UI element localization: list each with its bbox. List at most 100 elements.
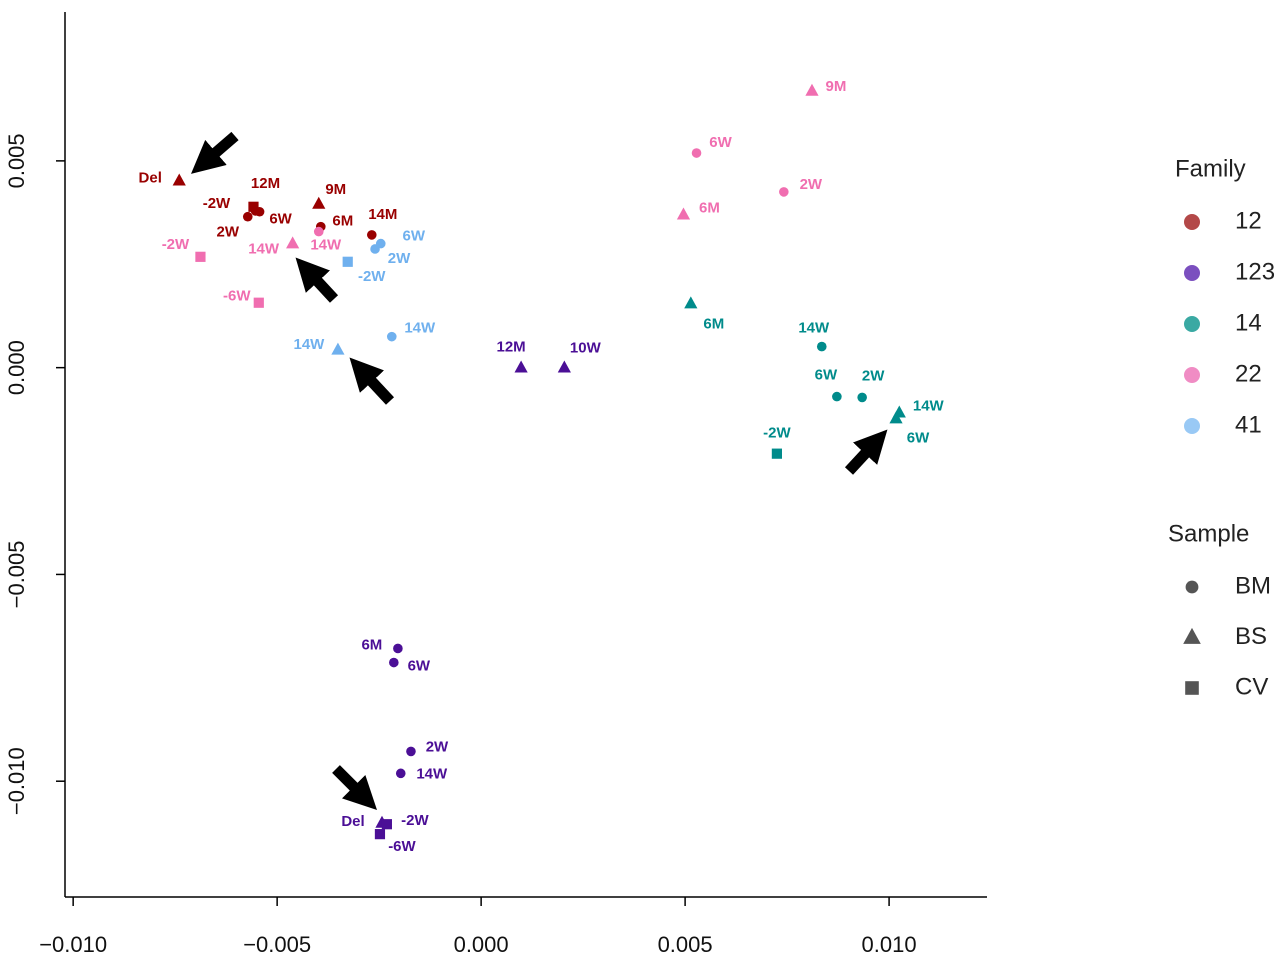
legend-label: BS (1235, 623, 1267, 650)
point-label: 14W (416, 765, 448, 782)
point-circle (254, 206, 265, 217)
x-tick-label: −0.005 (243, 932, 311, 957)
point-label: 12M (251, 175, 280, 192)
point-label: -2W (203, 195, 231, 212)
legend-swatch (1184, 214, 1200, 230)
point-triangle (889, 411, 903, 424)
point-square (342, 256, 353, 267)
y-tick-label: 0.000 (4, 340, 29, 395)
point-circle (406, 746, 416, 757)
point-label: Del (139, 170, 162, 187)
point-triangle (805, 83, 819, 96)
legend-swatch (1184, 418, 1200, 434)
x-tick-label: −0.010 (39, 932, 107, 957)
point-label: 14W (404, 320, 436, 337)
legend-swatch (1184, 367, 1200, 383)
point-label: 6M (699, 200, 720, 217)
legend-swatch (1185, 580, 1199, 594)
point-label: 6M (332, 213, 353, 230)
point-label: 12M (497, 339, 526, 356)
arrow (191, 131, 239, 174)
point-triangle (684, 296, 698, 309)
point-label: 2W (217, 224, 240, 241)
point-square (771, 448, 782, 459)
point-triangle (312, 196, 326, 209)
point-circle (370, 244, 380, 254)
point-label: Del (341, 813, 364, 830)
point-label: 6W (269, 211, 292, 228)
legend-label: 123 (1235, 258, 1275, 285)
point-label: 6W (907, 429, 930, 446)
annotation-arrows (191, 131, 888, 811)
point-triangle (286, 236, 300, 249)
point-label: 6M (703, 316, 724, 333)
point-square (253, 297, 264, 308)
point-triangle (514, 360, 528, 373)
point-label: 2W (862, 367, 885, 384)
point-label: 14W (294, 336, 326, 353)
x-tick-label: 0.005 (658, 932, 713, 957)
point-square (195, 251, 206, 262)
point-circle (313, 226, 324, 237)
point-label: 2W (426, 738, 449, 755)
point-label: 14W (310, 237, 342, 254)
arrow (295, 257, 339, 303)
point-square (381, 819, 392, 830)
point-label: -2W (763, 425, 791, 442)
legend-label: 22 (1235, 360, 1262, 387)
legend-label: 12 (1235, 207, 1262, 234)
point-label: -2W (401, 812, 429, 829)
legend-label: BM (1235, 572, 1271, 599)
point-label: 6W (709, 134, 732, 151)
point-label: 10W (570, 340, 602, 357)
point-label: 6W (403, 228, 426, 245)
legend-swatch (1184, 316, 1200, 332)
point-triangle (172, 173, 186, 186)
point-label: 6M (361, 636, 382, 653)
y-tick-label: −0.010 (4, 747, 29, 815)
point-circle (393, 643, 403, 654)
point-circle (242, 211, 253, 222)
point-triangle (676, 207, 691, 220)
point-circle (816, 341, 827, 352)
x-tick-label: 0.000 (454, 932, 509, 957)
point-circle (395, 768, 406, 779)
point-label: 14W (913, 398, 945, 415)
legend-label: 41 (1235, 411, 1262, 438)
point-circle (691, 148, 702, 158)
arrow (844, 429, 888, 475)
point-label: -2W (162, 236, 190, 253)
legend-label: 14 (1235, 309, 1262, 336)
point-label: -6W (223, 288, 251, 305)
legend-title: Family (1175, 155, 1246, 182)
point-circle (389, 657, 399, 668)
arrow (332, 765, 378, 811)
point-circle (386, 331, 397, 342)
point-circle (779, 187, 789, 197)
point-label: -6W (388, 838, 416, 855)
point-label: 2W (388, 250, 411, 267)
point-label: -2W (358, 268, 386, 285)
legend-swatch (1183, 627, 1201, 644)
y-tick-label: 0.005 (4, 133, 29, 188)
point-square (374, 829, 386, 840)
point-label: 2W (800, 176, 823, 193)
legend-label: CV (1235, 673, 1268, 700)
x-tick-label: 0.010 (862, 932, 917, 957)
point-circle (832, 391, 842, 402)
legend-title: Sample (1168, 520, 1249, 547)
point-triangle (331, 342, 345, 355)
point-label: 9M (325, 181, 346, 198)
point-label: 14W (798, 320, 830, 337)
point-label: 6W (815, 367, 838, 384)
point-label: 14W (248, 241, 280, 258)
legend-swatch (1184, 265, 1200, 281)
legend-swatch (1185, 681, 1199, 695)
point-label: 14M (368, 206, 397, 223)
point-label: 9M (826, 78, 847, 95)
point-label: 6W (408, 657, 431, 674)
arrow (349, 357, 395, 405)
y-tick-label: −0.005 (4, 540, 29, 608)
point-triangle (557, 360, 571, 373)
